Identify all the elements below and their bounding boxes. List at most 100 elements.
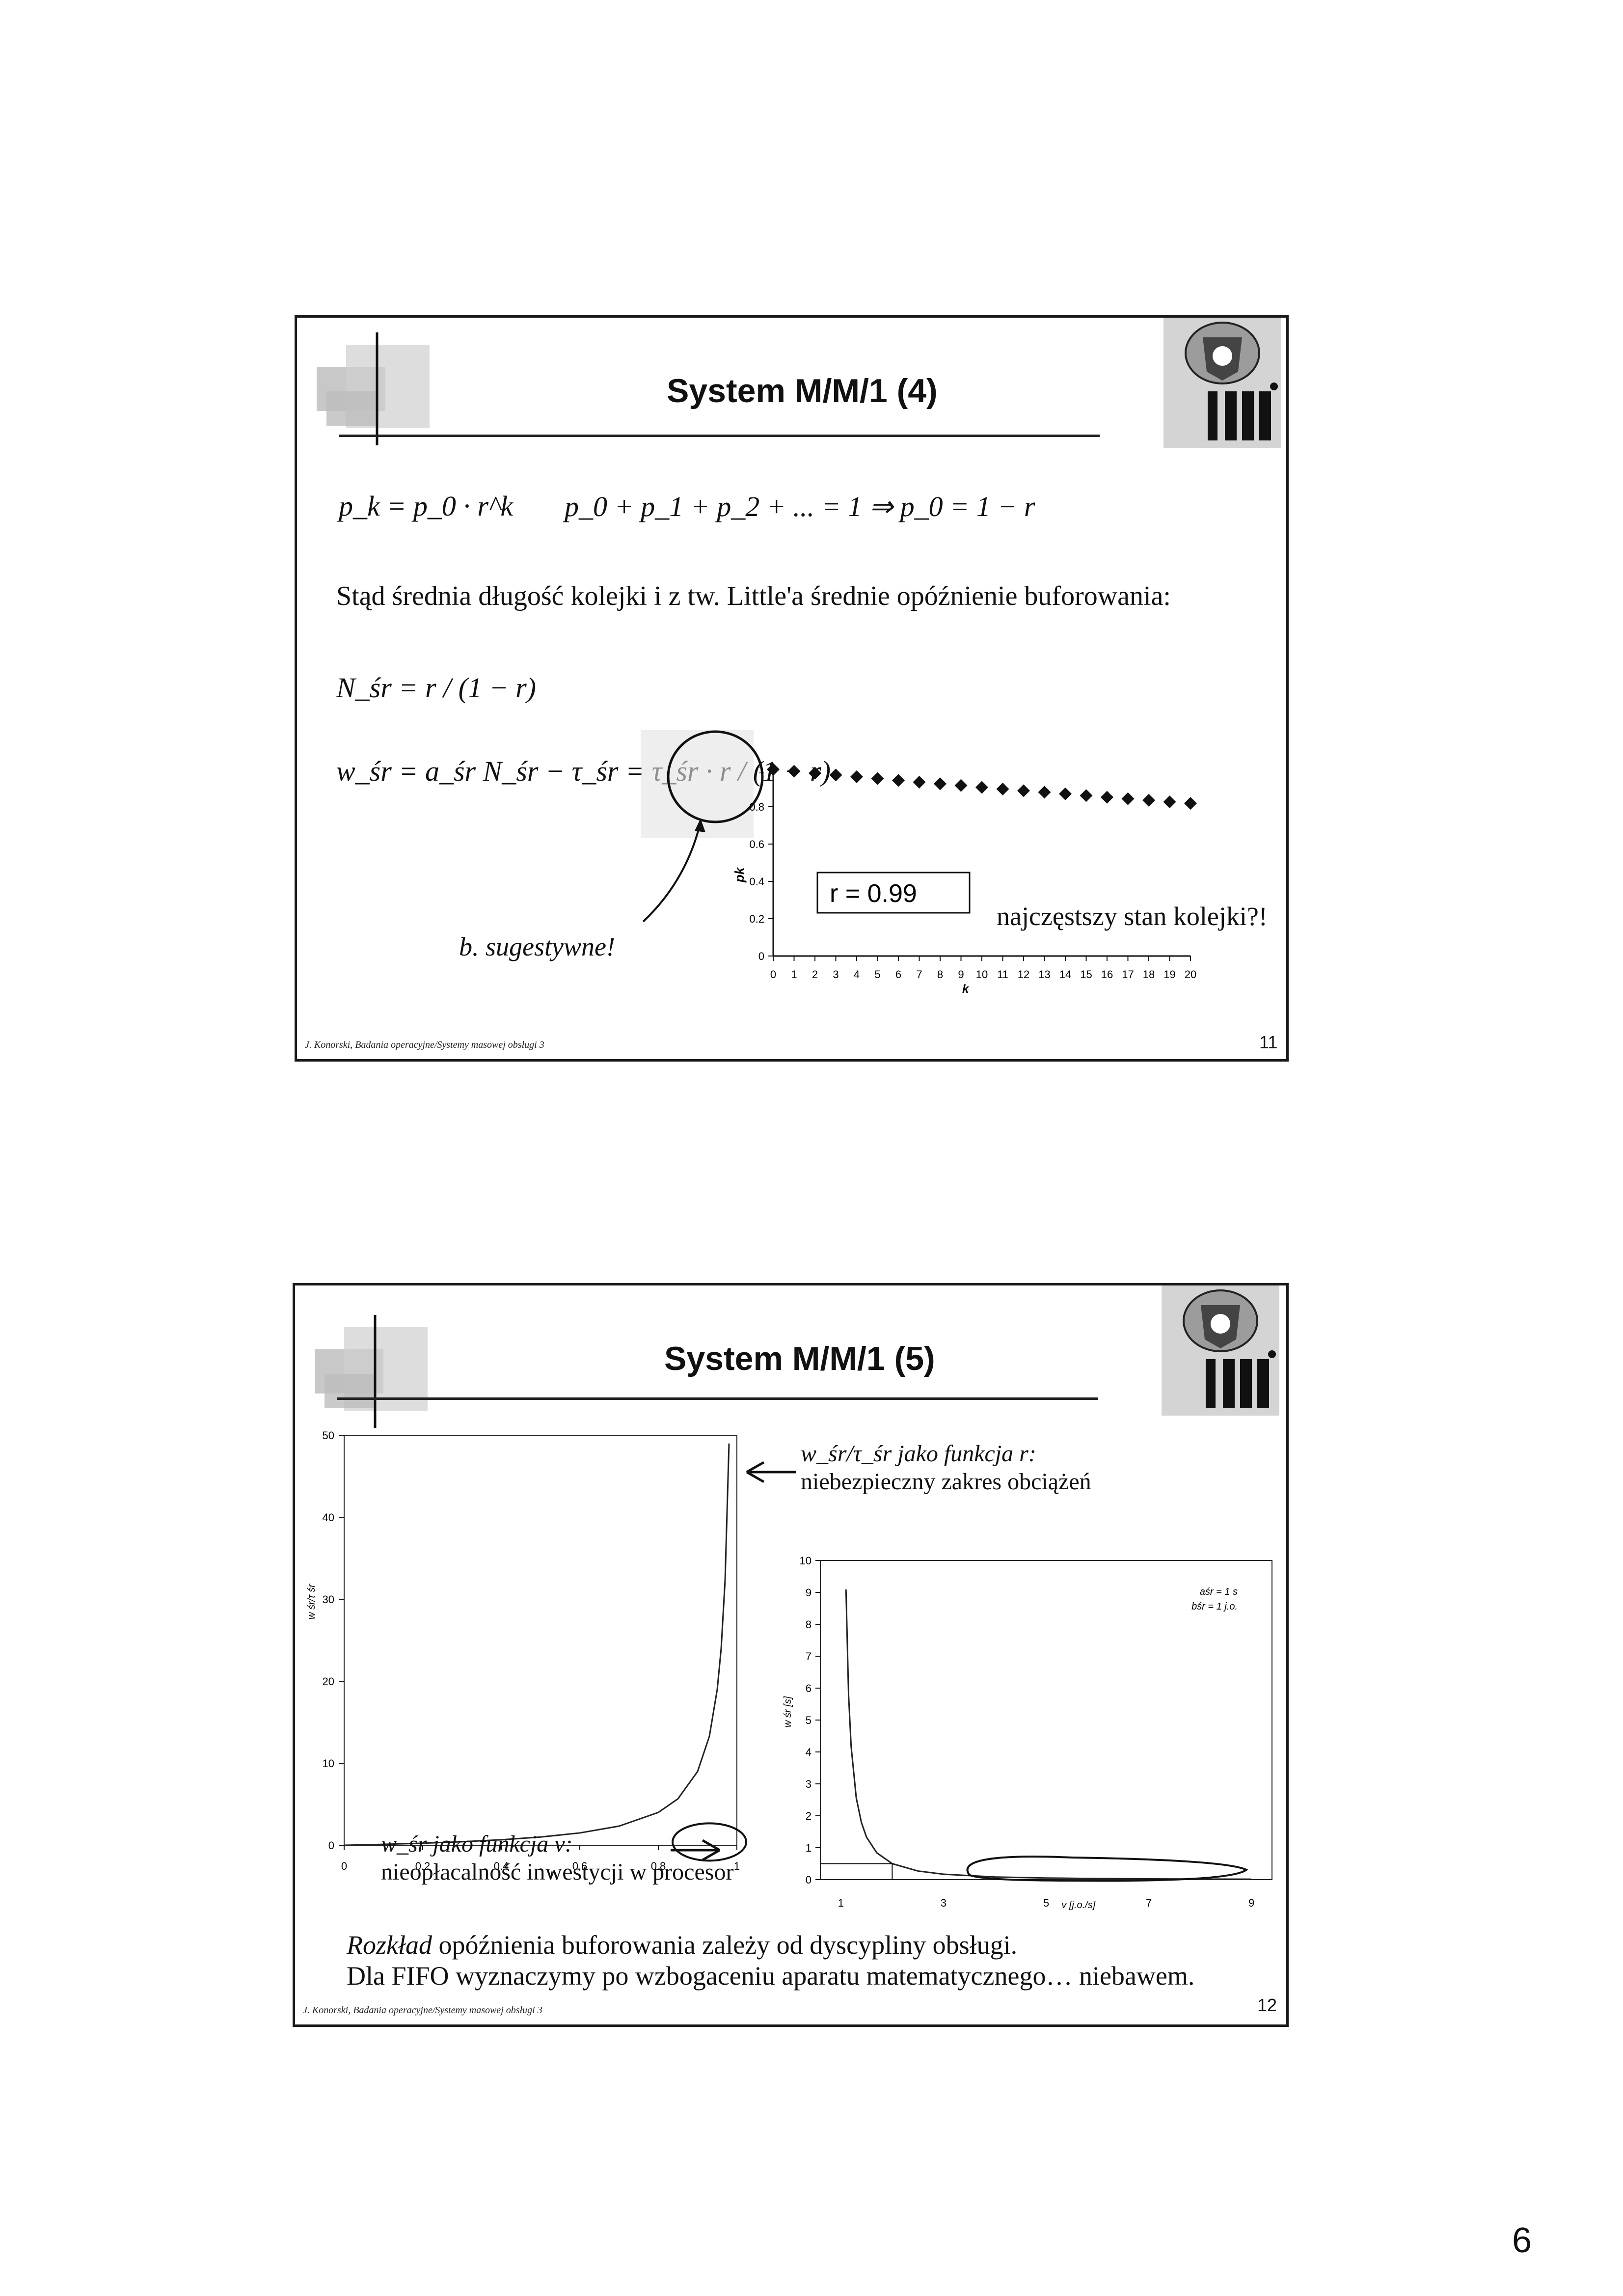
note-v-line1: w_śr jako funkcja v:	[381, 1831, 573, 1857]
x-tick-label: 14	[1059, 968, 1071, 981]
x-tick-label: 15	[1080, 968, 1092, 981]
title-rule	[337, 1397, 1098, 1400]
y-tick-label: 1	[758, 764, 764, 776]
title-rule	[339, 435, 1100, 437]
x-tick-label: 9	[958, 968, 964, 981]
y-tick-label: 30	[323, 1593, 334, 1606]
x-tick-label: 7	[1146, 1897, 1152, 1909]
data-point	[767, 763, 780, 776]
x-tick-label: 0	[341, 1860, 347, 1872]
data-point	[954, 779, 968, 792]
y-tick-label: 0	[328, 1839, 334, 1852]
y-axis-label: w śr [s]	[783, 1696, 793, 1727]
x-axis-label: r	[550, 1867, 555, 1880]
x-axis-label: k	[962, 983, 970, 996]
y-tick-label: 40	[323, 1511, 334, 1524]
corner-decoration	[315, 1315, 428, 1428]
formula-pk: p_k = p_0 · r^k	[339, 490, 514, 522]
x-tick-label: 13	[1038, 968, 1050, 981]
x-tick-label: 12	[1018, 968, 1029, 981]
slide-number: 12	[1257, 1995, 1277, 2015]
x-tick-label: 2	[812, 968, 818, 981]
plot-frame	[344, 1435, 737, 1846]
formula-sum: p_0 + p_1 + p_2 + ... = 1 ⇒ p_0 = 1 − r	[565, 491, 1035, 522]
bottom-line-1-italic: Rozkład	[347, 1930, 432, 1960]
x-tick-label: 11	[997, 968, 1008, 981]
x-tick-label: 7	[916, 968, 922, 981]
y-tick-label: 9	[806, 1586, 812, 1599]
y-axis-label: pk	[732, 867, 747, 883]
x-tick-label: 9	[1248, 1897, 1254, 1909]
y-axis-label: w śr/τ śr	[306, 1584, 317, 1619]
x-tick-label: 10	[976, 968, 988, 981]
arrow-left-icon	[746, 1461, 796, 1483]
data-point	[829, 768, 842, 782]
x-tick-label: 0.8	[651, 1860, 666, 1872]
slide-11: System M/M/1 (4) p_k = p_0 · r^k p_0 + p…	[295, 315, 1289, 1062]
x-axis-label: v [j.o./s]	[1061, 1900, 1095, 1911]
frequent-state-note: najczęstszy stan kolejki?!	[997, 902, 1268, 931]
slide-title: System M/M/1 (5)	[664, 1340, 935, 1377]
y-tick-label: 4	[806, 1746, 812, 1758]
note-r-line1: w_śr/τ_śr jako funkcja r:	[801, 1441, 1036, 1467]
x-tick-label: 1	[734, 1860, 740, 1872]
data-point	[871, 772, 884, 785]
slide-number: 11	[1259, 1032, 1278, 1052]
slide-footer: J. Konorski, Badania operacyjne/Systemy …	[305, 1039, 544, 1050]
x-tick-label: 0.2	[415, 1860, 431, 1872]
marker-bracket	[820, 1863, 893, 1880]
w-vs-v-chart: 0 1 2 3 4 5 6 7 8 9 10 1 3 5 7 9 w śr [s] v [j.o./s] aśr =…	[783, 1555, 1272, 1911]
x-tick-label: 0.6	[572, 1860, 588, 1872]
y-tick-label: 50	[323, 1429, 334, 1442]
legend-line-2: bśr = 1 j.o.	[1191, 1601, 1238, 1612]
y-tick-label: 0	[758, 950, 764, 962]
university-logo	[1163, 318, 1281, 448]
y-tick-label: 2	[806, 1810, 812, 1822]
y-tick-label: 20	[323, 1675, 334, 1688]
y-tick-label: 6	[806, 1682, 812, 1695]
x-tick-label: 0.4	[494, 1860, 509, 1872]
y-tick-label: 3	[806, 1778, 812, 1790]
x-tick-label: 17	[1122, 968, 1134, 981]
x-tick-label: 20	[1185, 968, 1196, 981]
pk-chart: 00.20.40.60.810 1 2 3 4 5 6 7 8 9 10 11 12 13 14 15 16 17…	[732, 763, 1197, 996]
x-tick-label: 18	[1143, 968, 1155, 981]
x-tick-label: 6	[895, 968, 901, 981]
w-vs-r-chart: 0 10 20 30 40 50 0 0.2 0.4 0.6 0.8 1 w śr/τ śr r	[306, 1429, 747, 1880]
intro-text: Stąd średnia długość kolejki i z tw. Lit…	[336, 581, 1171, 611]
y-tick-label: 7	[806, 1650, 812, 1663]
x-tick-label: 16	[1101, 968, 1113, 981]
x-tick-label: 3	[833, 968, 839, 981]
x-tick-label: 8	[937, 968, 943, 981]
annotation-box	[816, 872, 971, 914]
y-tick-label: 10	[323, 1757, 334, 1770]
annotation-label: r = 0.99	[830, 879, 917, 908]
data-point	[1080, 789, 1093, 802]
y-tick-label: 0.4	[749, 875, 764, 888]
x-tick-label: 3	[941, 1897, 947, 1909]
y-tick-label: 0.6	[749, 838, 764, 850]
y-tick-label: 0	[806, 1874, 812, 1886]
formula-n-sr: N_śr = r / (1 − r)	[336, 672, 536, 704]
highlight-ellipse	[966, 1856, 1248, 1882]
data-point	[787, 765, 801, 778]
sheet-page-number: 6	[1512, 2221, 1532, 2260]
y-tick-label: 1	[806, 1842, 812, 1854]
slide-title: System M/M/1 (4)	[667, 372, 938, 410]
data-point	[1017, 784, 1030, 797]
data-point	[1142, 793, 1155, 807]
x-tick-label: 1	[838, 1897, 844, 1909]
data-point	[975, 781, 988, 794]
university-logo	[1162, 1285, 1279, 1416]
slide-footer: J. Konorski, Badania operacyjne/Systemy …	[303, 2005, 542, 2016]
slide-12: System M/M/1 (5) 0 10 20 30 40 50 0 0.2 0.4 0.6 0.…	[293, 1283, 1289, 2027]
data-point	[913, 775, 926, 789]
y-tick-label: 0.8	[749, 801, 764, 813]
bottom-line-1-rest: opóźnienia buforowania zależy od dyscypl…	[432, 1930, 1018, 1960]
data-point	[850, 770, 863, 783]
data-point	[1184, 797, 1197, 810]
data-point	[1101, 791, 1113, 804]
data-point	[1121, 792, 1135, 805]
data-point	[809, 766, 821, 780]
y-tick-label: 10	[800, 1555, 812, 1567]
